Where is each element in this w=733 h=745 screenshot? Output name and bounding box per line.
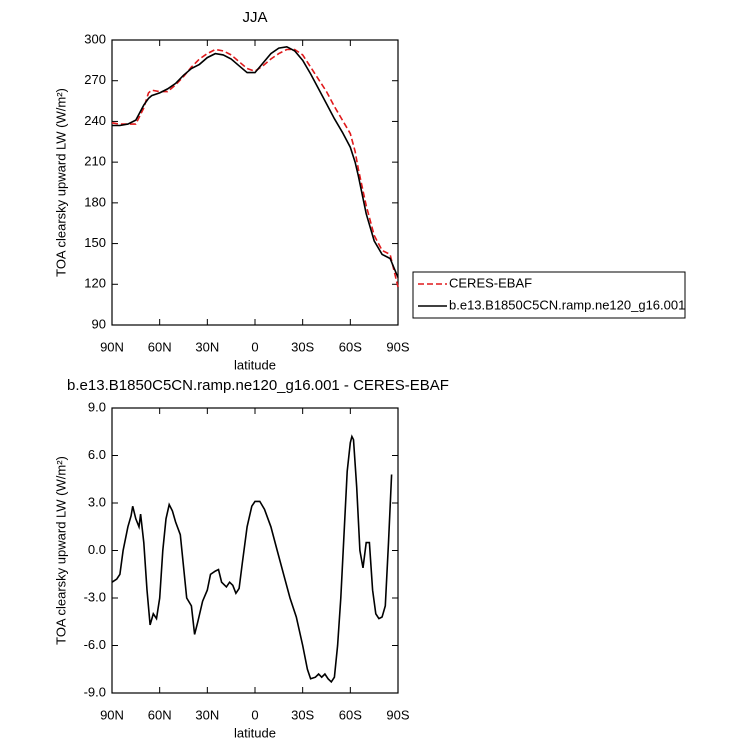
legend-box (412, 271, 686, 319)
y-tick-label: 90 (92, 316, 106, 331)
y-tick-label: 0.0 (88, 542, 106, 557)
chart-title: b.e13.B1850C5CN.ramp.ne120_g16.001 - CER… (67, 377, 449, 394)
x-tick-label: 60S (339, 707, 362, 722)
chart-title: JJA (242, 9, 267, 26)
data-line (111, 48, 399, 288)
data-line (111, 434, 393, 684)
x-tick-label: 60N (148, 339, 172, 354)
plot-frame (111, 39, 399, 326)
x-axis-label: latitude (234, 357, 276, 372)
x-tick-label: 60N (148, 707, 172, 722)
x-axis-label: latitude (234, 725, 276, 740)
x-tick-label: 30N (195, 707, 219, 722)
y-tick-label: 180 (84, 194, 106, 209)
y-tick-label: 150 (84, 235, 106, 250)
legend-label: CERES-EBAF (449, 275, 532, 290)
x-tick-label: 0 (251, 339, 258, 354)
y-axis-label: TOA clearsky upward LW (W/m²) (53, 456, 68, 645)
y-tick-label: 120 (84, 276, 106, 291)
y-tick-label: 6.0 (88, 447, 106, 462)
legend: CERES-EBAF b.e13.B1850C5CN.ramp.ne120_g16… (412, 271, 686, 319)
y-tick-label: 270 (84, 72, 106, 87)
legend-label: b.e13.B1850C5CN.ramp.ne120_g16.001 (449, 297, 685, 312)
y-tick-label: 300 (84, 31, 106, 46)
x-tick-label: 60S (339, 339, 362, 354)
y-tick-label: 210 (84, 154, 106, 169)
x-tick-label: 90S (386, 707, 409, 722)
y-tick-label: -6.0 (84, 637, 106, 652)
x-tick-label: 30N (195, 339, 219, 354)
y-tick-label: 240 (84, 113, 106, 128)
x-tick-label: 90S (386, 339, 409, 354)
y-tick-label: 9.0 (88, 399, 106, 414)
x-tick-label: 30S (291, 339, 314, 354)
plot-frame (111, 407, 399, 694)
y-tick-label: -3.0 (84, 589, 106, 604)
data-line (112, 45, 399, 278)
y-tick-label: 3.0 (88, 494, 106, 509)
x-tick-label: 90N (100, 339, 124, 354)
x-tick-label: 30S (291, 707, 314, 722)
y-tick-label: -9.0 (84, 684, 106, 699)
x-tick-label: 0 (251, 707, 258, 722)
y-axis-label: TOA clearsky upward LW (W/m²) (53, 88, 68, 277)
x-tick-label: 90N (100, 707, 124, 722)
